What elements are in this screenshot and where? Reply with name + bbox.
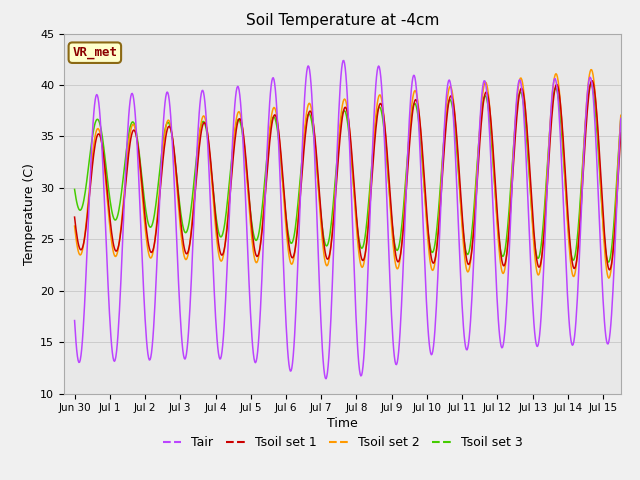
Y-axis label: Temperature (C): Temperature (C) [23,163,36,264]
Title: Soil Temperature at -4cm: Soil Temperature at -4cm [246,13,439,28]
Text: VR_met: VR_met [72,46,117,59]
Legend: Tair, Tsoil set 1, Tsoil set 2, Tsoil set 3: Tair, Tsoil set 1, Tsoil set 2, Tsoil se… [157,431,527,454]
X-axis label: Time: Time [327,418,358,431]
